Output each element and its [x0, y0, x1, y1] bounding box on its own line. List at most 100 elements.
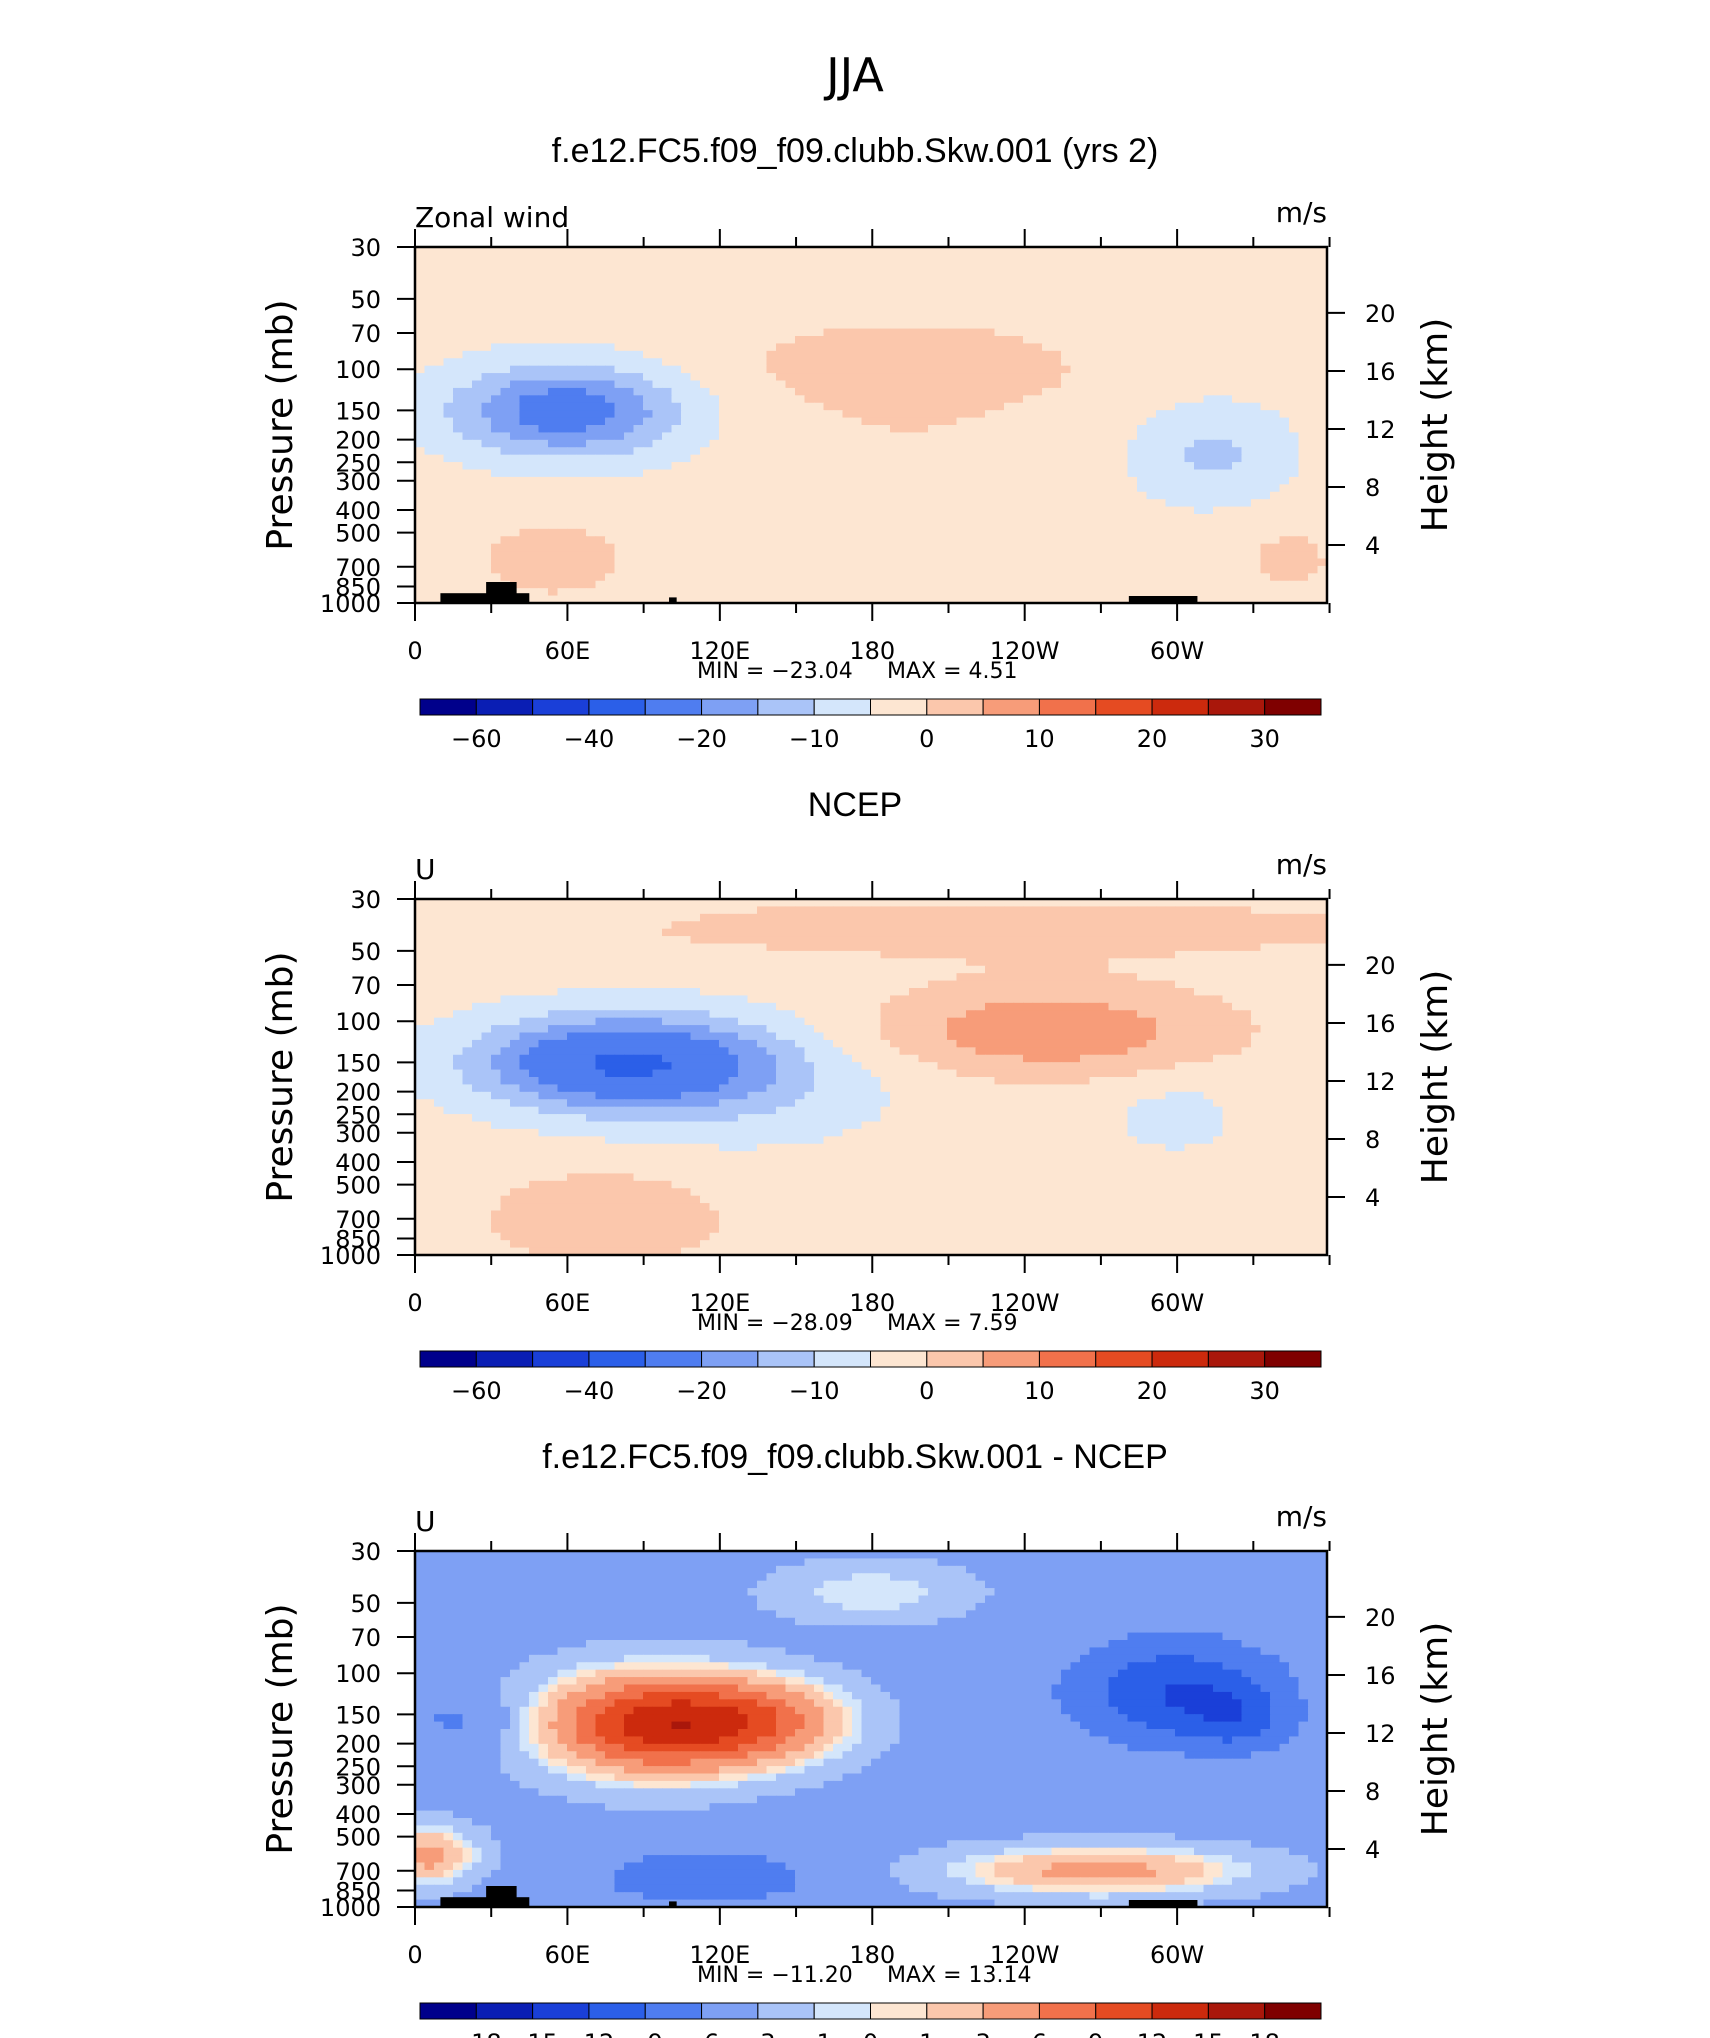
- field-cell: [738, 499, 749, 508]
- field-cell: [1165, 588, 1176, 597]
- field-cell: [1042, 254, 1053, 263]
- field-cell: [852, 328, 863, 337]
- field-cell: [804, 402, 815, 411]
- field-cell: [1232, 447, 1243, 456]
- field-cell: [453, 447, 464, 456]
- field-cell: [1070, 425, 1081, 434]
- field-cell: [1042, 269, 1053, 278]
- field-cell: [966, 899, 977, 908]
- field-cell: [1042, 439, 1053, 448]
- field-cell: [994, 298, 1005, 307]
- field-cell: [709, 321, 720, 330]
- field-cell: [937, 580, 948, 589]
- field-cell: [1289, 551, 1300, 560]
- field-cell: [814, 521, 825, 530]
- field-cell: [1061, 321, 1072, 330]
- topography-block: [440, 593, 530, 603]
- field-cell: [472, 536, 483, 545]
- field-cell: [804, 521, 815, 530]
- field-cell: [567, 484, 578, 493]
- field-cell: [1279, 551, 1290, 560]
- field-cell: [519, 447, 530, 456]
- field-cell: [1279, 395, 1290, 404]
- field-cell: [994, 499, 1005, 508]
- field-cell: [1194, 284, 1205, 293]
- field-cell: [833, 402, 844, 411]
- field-cell: [1260, 306, 1271, 315]
- field-cell: [415, 580, 426, 589]
- field-cell: [899, 447, 910, 456]
- field-cell: [1051, 514, 1062, 523]
- field-cell: [605, 336, 616, 345]
- field-cell: [899, 580, 910, 589]
- field-cell: [643, 387, 654, 396]
- field-cell: [1260, 402, 1271, 411]
- field-cell: [519, 291, 530, 300]
- field-cell: [937, 528, 948, 537]
- field-cell: [1184, 536, 1195, 545]
- field-cell: [481, 336, 492, 345]
- field-cell: [643, 261, 654, 270]
- field-cell: [1156, 261, 1167, 270]
- field-cell: [1222, 284, 1233, 293]
- field-cell: [472, 506, 483, 515]
- field-cell: [956, 313, 967, 322]
- field-cell: [1165, 350, 1176, 359]
- field-cell: [491, 313, 502, 322]
- field-cell: [899, 913, 910, 922]
- field-cell: [814, 380, 825, 389]
- field-cell: [871, 439, 882, 448]
- field-cell: [491, 432, 502, 441]
- field-cell: [633, 439, 644, 448]
- field-cell: [804, 469, 815, 478]
- field-cell: [918, 484, 929, 493]
- field-cell: [424, 395, 435, 404]
- field-cell: [1118, 417, 1129, 426]
- field-cell: [472, 298, 483, 307]
- field-cell: [1241, 417, 1252, 426]
- field-cell: [1270, 247, 1281, 256]
- field-cell: [861, 899, 872, 908]
- field-cell: [899, 469, 910, 478]
- field-cell: [1317, 373, 1328, 382]
- field-cell: [1194, 899, 1205, 908]
- field-cell: [614, 247, 625, 256]
- field-cell: [662, 343, 673, 352]
- field-cell: [1137, 521, 1148, 530]
- field-cell: [861, 313, 872, 322]
- field-cell: [852, 247, 863, 256]
- field-cell: [624, 595, 635, 604]
- field-cell: [510, 462, 521, 471]
- field-cell: [880, 336, 891, 345]
- field-cell: [443, 521, 454, 530]
- colorbar-box: [982, 698, 1040, 716]
- field-cell: [700, 565, 711, 574]
- field-cell: [947, 365, 958, 374]
- field-cell: [415, 261, 426, 270]
- field-cell: [709, 276, 720, 285]
- field-cell: [1089, 439, 1100, 448]
- field-cell: [586, 432, 597, 441]
- field-cell: [605, 350, 616, 359]
- field-cell: [681, 462, 692, 471]
- field-cell: [709, 284, 720, 293]
- field-cell: [861, 284, 872, 293]
- field-cell: [500, 350, 511, 359]
- field-cell: [472, 491, 483, 500]
- field-cell: [1317, 543, 1328, 552]
- field-cell: [1184, 313, 1195, 322]
- field-cell: [1279, 528, 1290, 537]
- field-cell: [728, 521, 739, 530]
- field-cell: [1317, 558, 1328, 567]
- colorbar-box: [419, 698, 477, 716]
- field-cell: [871, 595, 882, 604]
- field-cell: [1222, 276, 1233, 285]
- field-cell: [614, 536, 625, 545]
- field-cell: [491, 454, 502, 463]
- field-cell: [424, 565, 435, 574]
- field-cell: [424, 254, 435, 263]
- field-cell: [548, 432, 559, 441]
- field-cell: [567, 313, 578, 322]
- field-cell: [776, 573, 787, 582]
- field-cell: [1194, 365, 1205, 374]
